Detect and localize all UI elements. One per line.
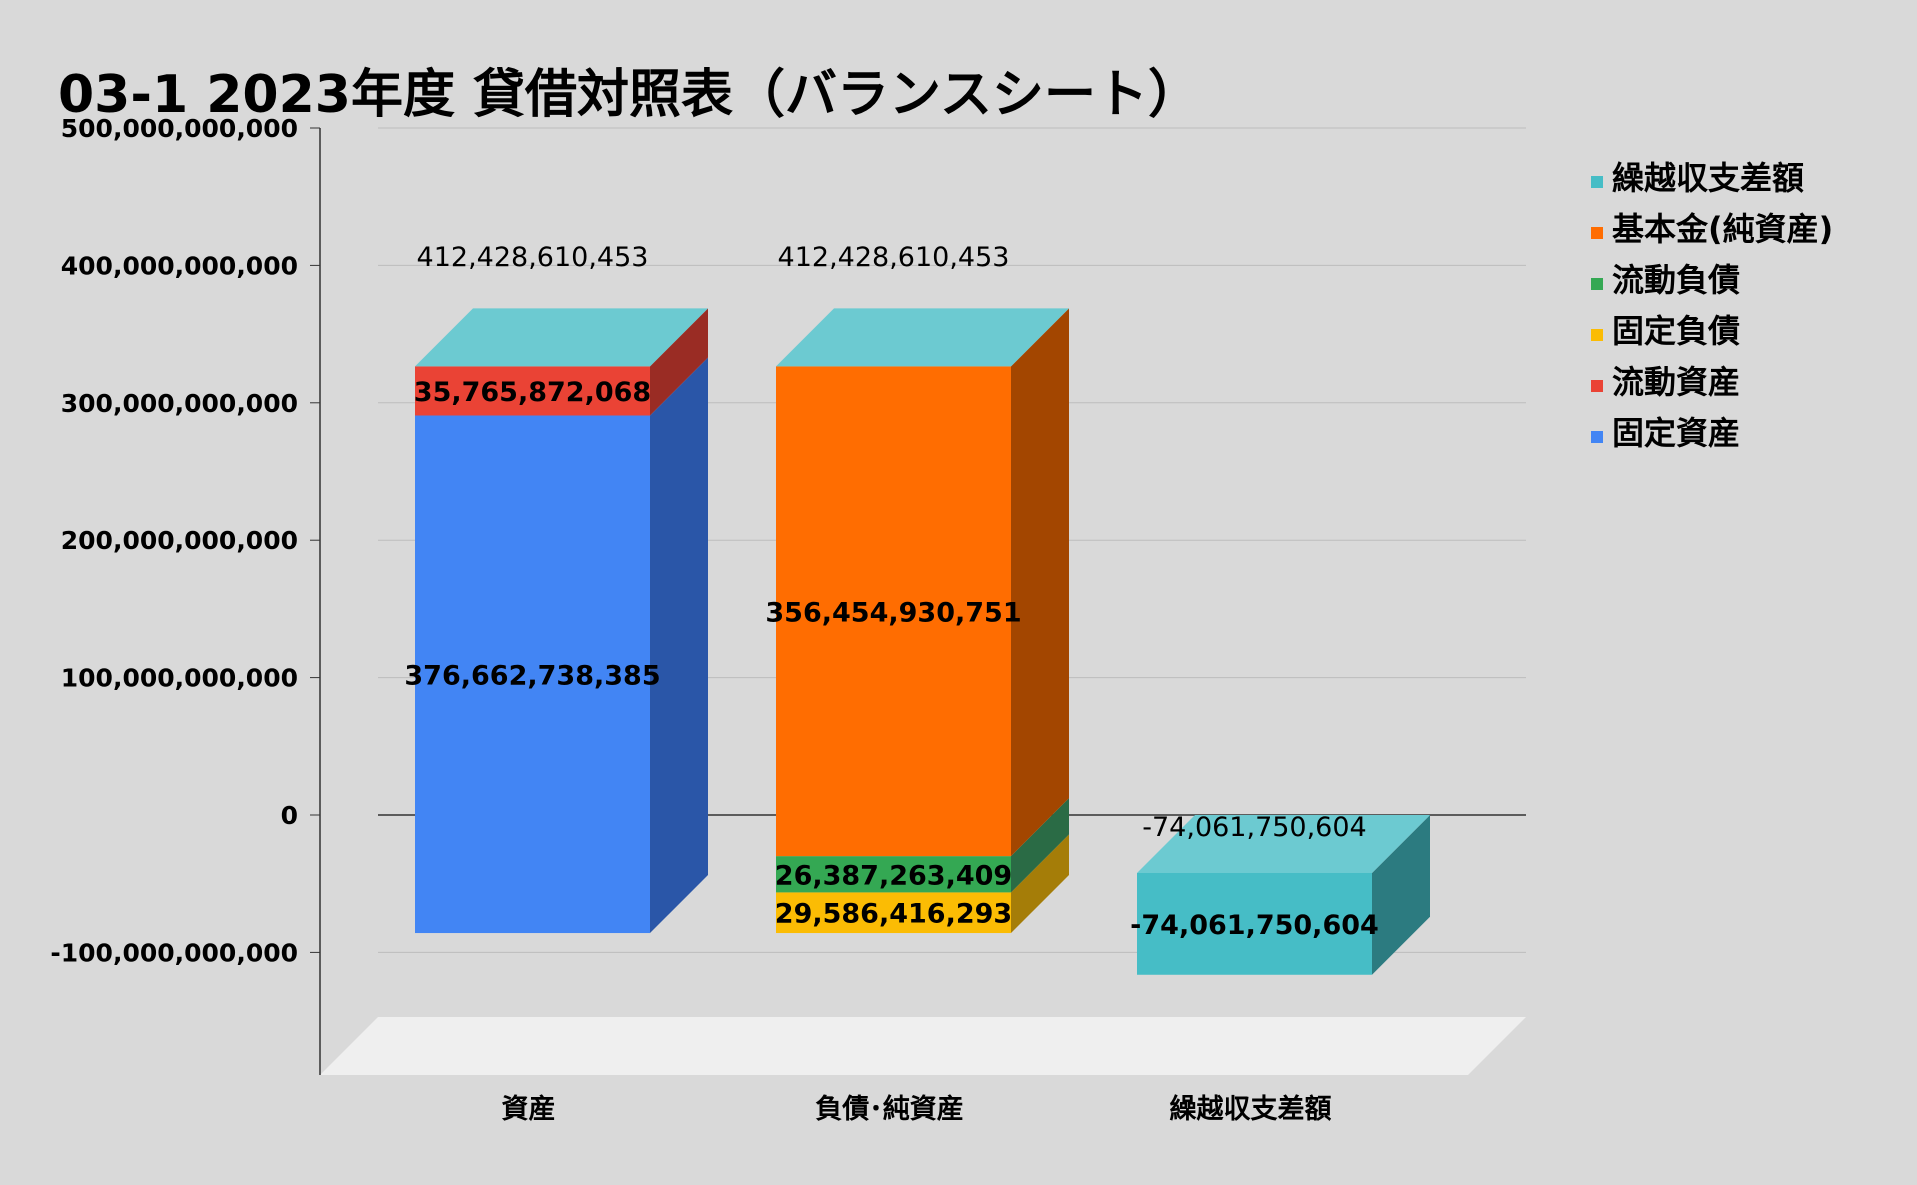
legend-swatch xyxy=(1591,227,1603,239)
bar-side-固定資産 xyxy=(650,357,708,934)
total-label: -74,061,750,604 xyxy=(1142,812,1366,843)
total-label: 412,428,610,453 xyxy=(417,242,649,273)
y-tick-label: 500,000,000,000 xyxy=(61,114,298,143)
bar-side-流動資産 xyxy=(650,308,708,416)
legend-swatch xyxy=(1591,278,1603,290)
bar-繰越収支差額 xyxy=(1137,873,1372,975)
chart-title: 03-1 2023年度 貸借対照表（バランスシート） xyxy=(58,65,1200,125)
bar-固定負債 xyxy=(776,892,1011,934)
data-label: 356,454,930,751 xyxy=(765,597,1021,628)
bar-基本金(純資産) xyxy=(776,366,1011,857)
data-label: 26,387,263,409 xyxy=(775,860,1012,891)
bar-side-基本金(純資産) xyxy=(1011,308,1069,857)
plot-area: 500,000,000,000 400,000,000,000 300,000,00… xyxy=(50,114,1526,1125)
bar-top-face xyxy=(776,308,1069,367)
data-label: 376,662,738,385 xyxy=(404,660,660,691)
y-tick-label: 400,000,000,000 xyxy=(61,251,298,280)
y-tick-label: 0 xyxy=(281,801,298,830)
legend-label: 流動資産 xyxy=(1612,363,1740,401)
total-label: 412,428,610,453 xyxy=(778,242,1010,273)
legend-swatch xyxy=(1591,329,1603,341)
y-tick-label: -100,000,000,000 xyxy=(50,938,298,967)
legend-swatch xyxy=(1591,176,1603,188)
bar-固定資産 xyxy=(415,415,650,934)
legend-swatch xyxy=(1591,431,1603,443)
y-tick-label: 300,000,000,000 xyxy=(61,389,298,418)
data-label: 29,586,416,293 xyxy=(775,899,1012,930)
x-category-label: 繰越収支差額 xyxy=(1170,1093,1332,1125)
legend-swatch xyxy=(1591,380,1603,392)
bar-top-face xyxy=(415,308,708,367)
bar-流動資産 xyxy=(415,366,650,416)
bar-top-face xyxy=(1137,815,1430,873)
bar-side-繰越収支差額 xyxy=(1372,815,1430,975)
bar-side-流動負債 xyxy=(1011,798,1069,893)
y-tick-label: 100,000,000,000 xyxy=(61,664,298,693)
bar-流動負債 xyxy=(776,856,1011,893)
legend-label: 基本金(純資産) xyxy=(1612,210,1833,248)
x-category-label: 資産 xyxy=(502,1093,556,1125)
legend-label: 繰越収支差額 xyxy=(1612,159,1804,197)
x-category-label: 負債･純資産 xyxy=(815,1093,964,1125)
chart-floor xyxy=(320,1017,1526,1075)
data-label: 35,765,872,068 xyxy=(414,377,651,408)
legend-label: 流動負債 xyxy=(1612,261,1740,299)
data-label: -74,061,750,604 xyxy=(1130,910,1379,941)
bar-side-固定負債 xyxy=(1011,834,1069,934)
legend-label: 固定資産 xyxy=(1612,414,1740,452)
legend-label: 固定負債 xyxy=(1612,312,1740,350)
y-tick-label: 200,000,000,000 xyxy=(61,526,298,555)
